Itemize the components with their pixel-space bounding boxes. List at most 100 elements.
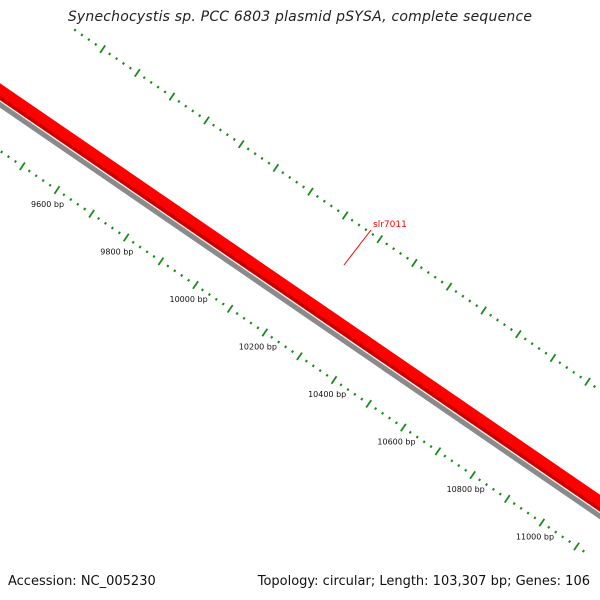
inner-minor-tick [48, 183, 52, 187]
outer-minor-tick [537, 346, 541, 351]
scale-label: 10600 bp [377, 438, 415, 447]
inner-minor-tick [512, 502, 516, 506]
inner-minor-tick [353, 392, 357, 396]
outer-minor-tick [502, 323, 506, 327]
inner-minor-tick [34, 174, 38, 178]
inner-minor-tick [256, 326, 260, 330]
feature-layer [0, 78, 600, 517]
outer-minor-tick [405, 256, 410, 260]
inner-minor-tick [484, 483, 489, 487]
inner-minor-tick [221, 302, 225, 306]
sequence-summary: Topology: circular; Length: 103,307 bp; … [257, 574, 590, 589]
inner-minor-tick [290, 350, 295, 354]
inner-minor-tick [69, 197, 73, 202]
outer-tick-ring [73, 28, 600, 392]
outer-major-tick [99, 44, 106, 54]
outer-minor-tick [267, 161, 271, 165]
inner-minor-tick [374, 407, 378, 411]
outer-minor-tick [225, 133, 229, 137]
accession-label: Accession: NC_005230 [8, 574, 156, 589]
inner-minor-tick [325, 373, 329, 377]
sequence-backbone [0, 101, 600, 520]
outer-minor-tick [246, 147, 250, 151]
inner-minor-tick [103, 221, 108, 225]
inner-tick-ring [0, 150, 585, 553]
outer-minor-tick [218, 128, 222, 132]
outer-major-tick [549, 353, 557, 363]
outer-minor-tick [253, 152, 257, 156]
inner-minor-tick [568, 540, 572, 544]
outer-minor-tick [426, 270, 430, 275]
inner-major-tick [330, 375, 338, 385]
outer-minor-tick [530, 342, 534, 346]
inner-minor-tick [304, 359, 308, 363]
inner-minor-tick [270, 335, 274, 339]
outer-minor-tick [558, 361, 562, 365]
outer-minor-tick [163, 90, 167, 94]
outer-major-tick [480, 306, 487, 315]
outer-major-tick [341, 211, 349, 220]
inner-minor-tick [117, 231, 121, 235]
inner-minor-tick [318, 369, 322, 373]
outer-major-tick [445, 282, 453, 291]
gene-feature-slr7011[interactable] [0, 78, 600, 517]
inner-minor-tick [394, 421, 398, 425]
outer-minor-tick [392, 247, 396, 251]
outer-minor-tick [322, 199, 326, 203]
inner-major-tick [157, 257, 165, 266]
inner-minor-tick [97, 216, 101, 221]
inner-minor-tick [533, 516, 537, 520]
outer-minor-tick [364, 228, 368, 232]
outer-minor-tick [177, 99, 181, 103]
outer-minor-tick [211, 123, 216, 127]
outer-minor-tick [572, 370, 576, 374]
outer-major-tick [515, 329, 522, 339]
outer-major-tick [272, 163, 280, 173]
inner-minor-tick [180, 273, 184, 278]
outer-minor-tick [288, 175, 292, 179]
inner-minor-tick [41, 178, 45, 183]
inner-minor-tick [443, 454, 447, 458]
scale-label: 9800 bp [100, 248, 133, 257]
outer-major-tick [376, 234, 384, 244]
outer-minor-tick [350, 218, 354, 222]
inner-minor-tick [526, 511, 530, 515]
inner-minor-tick [360, 397, 364, 401]
outer-minor-tick [184, 104, 188, 108]
gene-label-slr7011: slr7011 [343, 220, 407, 266]
inner-minor-tick [457, 464, 461, 468]
outer-minor-tick [87, 38, 91, 42]
inner-minor-tick [429, 445, 433, 449]
outer-minor-tick [73, 28, 77, 32]
inner-minor-tick [138, 245, 142, 249]
inner-major-tick [573, 542, 580, 551]
inner-minor-tick [450, 459, 454, 463]
inner-minor-tick [381, 411, 385, 415]
outer-minor-tick [371, 232, 375, 236]
outer-minor-tick [315, 194, 319, 198]
inner-minor-tick [346, 388, 350, 392]
inner-minor-tick [27, 169, 31, 173]
outer-minor-tick [121, 61, 125, 65]
inner-minor-tick [519, 506, 523, 510]
outer-major-tick [307, 187, 314, 196]
inner-minor-tick [76, 202, 80, 206]
inner-major-tick [365, 399, 373, 409]
inner-major-tick [88, 209, 95, 219]
inner-major-tick [192, 280, 199, 290]
outer-minor-tick [579, 375, 583, 379]
outer-minor-tick [260, 156, 264, 160]
scale-label: 10800 bp [447, 485, 485, 494]
inner-minor-tick [145, 250, 149, 254]
outer-minor-tick [295, 180, 299, 184]
outer-minor-tick [357, 223, 361, 227]
outer-minor-tick [592, 384, 597, 389]
outer-minor-tick [336, 209, 340, 213]
inner-minor-tick [131, 240, 135, 244]
outer-minor-tick [156, 85, 160, 89]
outer-minor-tick [149, 80, 153, 84]
inner-major-tick [19, 161, 26, 171]
outer-minor-tick [433, 275, 437, 279]
inner-major-tick [261, 328, 269, 337]
